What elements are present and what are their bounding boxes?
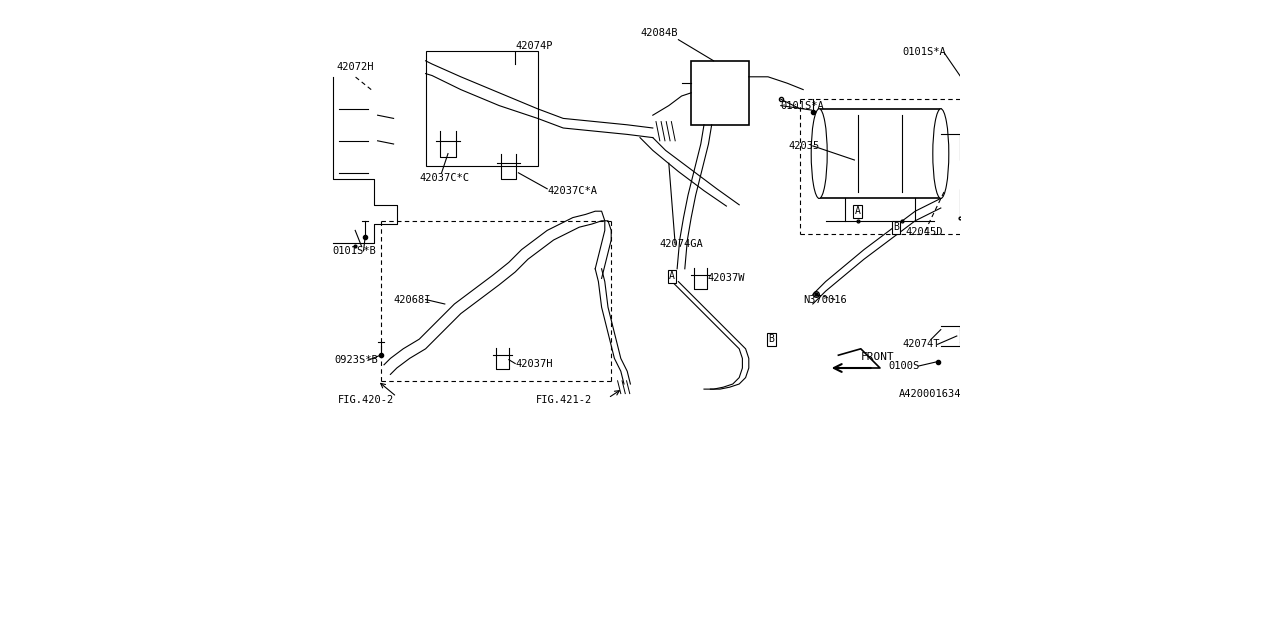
Text: 42072H: 42072H [335, 62, 374, 72]
Ellipse shape [933, 109, 948, 198]
Text: 42074GA: 42074GA [659, 239, 703, 250]
Text: 42037W: 42037W [708, 273, 745, 284]
Ellipse shape [812, 109, 827, 198]
Text: 42037C*A: 42037C*A [548, 186, 598, 196]
Text: 0101S*B: 0101S*B [333, 246, 376, 256]
Text: 0101S*A: 0101S*A [781, 100, 824, 111]
Bar [691, 61, 749, 125]
Text: 42074T: 42074T [902, 339, 940, 349]
Text: A420001634: A420001634 [900, 388, 961, 399]
Text: 42035: 42035 [788, 141, 819, 151]
Text: 0101S*A: 0101S*A [902, 47, 946, 58]
Text: FIG.420-2: FIG.420-2 [338, 395, 394, 405]
Text: B: B [893, 222, 899, 232]
Text: 42068I: 42068I [394, 294, 431, 305]
Text: 42084B: 42084B [640, 28, 677, 38]
Bar [425, 51, 538, 166]
Text: 42037H: 42037H [516, 358, 553, 369]
Text: N370016: N370016 [804, 294, 847, 305]
Text: 0100S: 0100S [888, 361, 919, 371]
Text: FIG.421-2: FIG.421-2 [536, 395, 593, 405]
Text: 42037C*C: 42037C*C [420, 173, 470, 183]
Text: 42045D: 42045D [906, 227, 943, 237]
Text: 42074P: 42074P [516, 41, 553, 51]
Text: B: B [768, 334, 774, 344]
Text: A: A [855, 206, 860, 216]
Text: FRONT: FRONT [860, 352, 895, 362]
Text: A: A [669, 271, 675, 282]
Text: 0923S*B: 0923S*B [334, 355, 378, 365]
